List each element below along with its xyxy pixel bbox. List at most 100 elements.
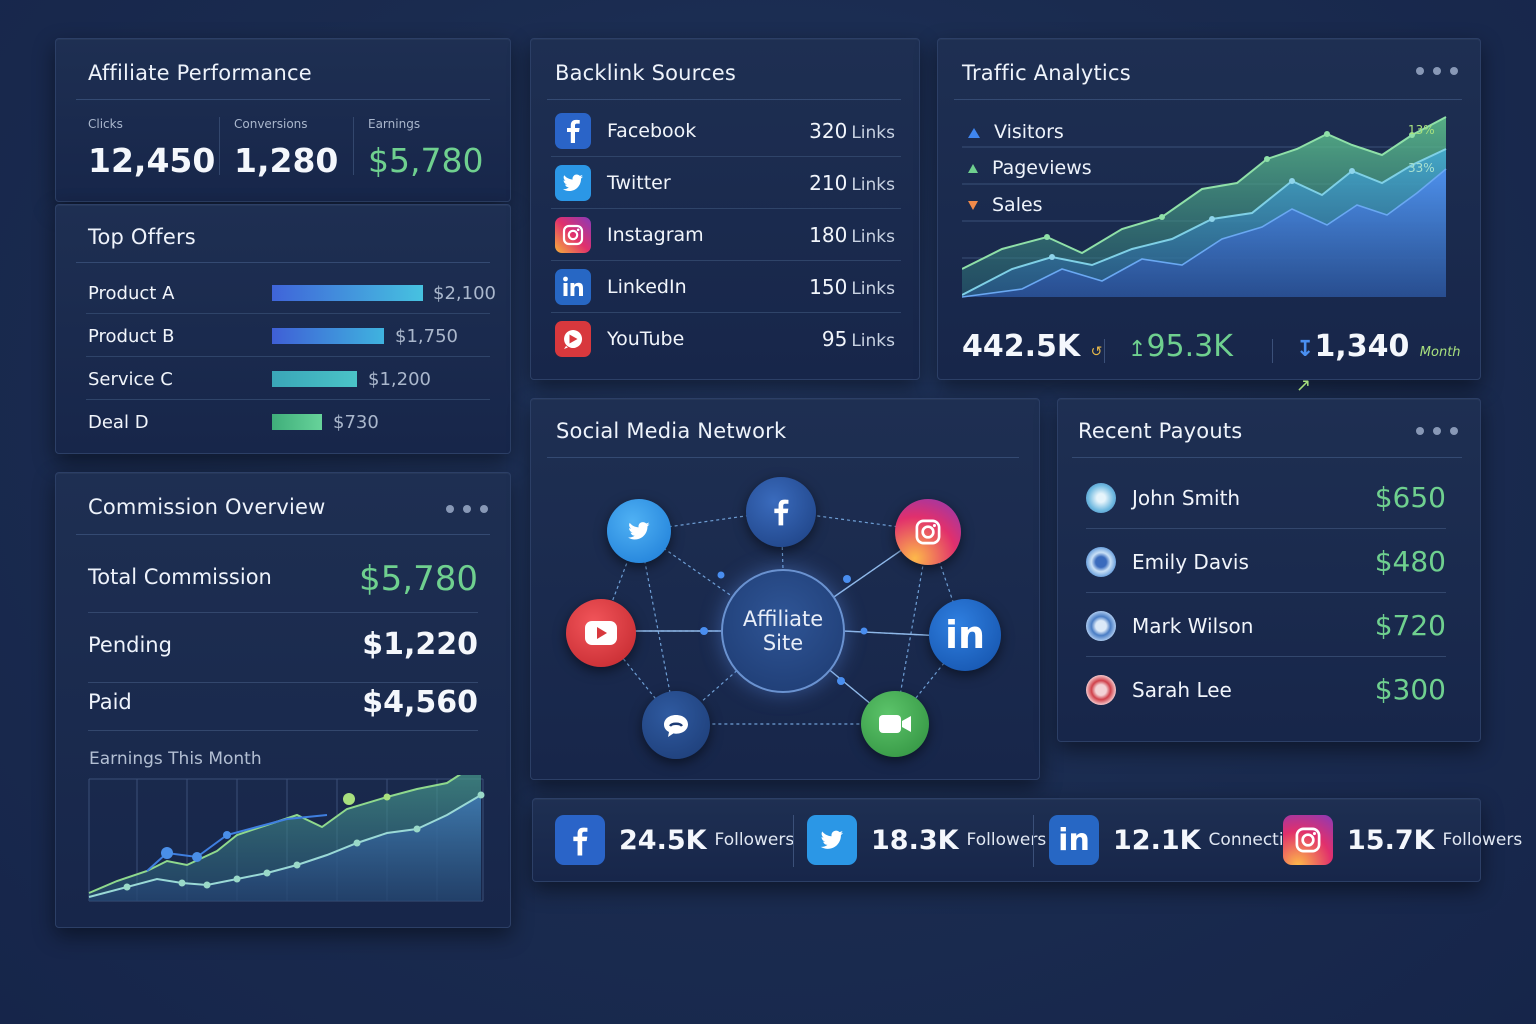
commission-overview-card: Commission Overview Total Commission $5,…	[55, 472, 511, 928]
traffic-chart	[962, 116, 1447, 298]
payout-row[interactable]: John Smith $650	[1086, 465, 1446, 529]
twitter-followers[interactable]: 18.3K Followers	[807, 815, 1046, 865]
offer-name: Product A	[88, 283, 175, 304]
divider	[353, 117, 354, 175]
total-commission-row: Total Commission $5,780	[88, 559, 478, 613]
legend-label: Pageviews	[992, 157, 1092, 179]
instagram-followers[interactable]: 15.7K Followers	[1283, 815, 1522, 865]
count-unit: Links	[851, 175, 895, 195]
metric-value: $5,780	[368, 141, 484, 180]
count-value: 150	[809, 275, 848, 299]
count-value: 95	[821, 327, 848, 351]
paid-label: Paid	[88, 690, 132, 714]
backlink-sources-card: Backlink Sources Facebook 320 Links Twitt…	[530, 38, 920, 380]
offer-row[interactable]: Product B $1,750	[86, 314, 490, 357]
backlink-count: 150 Links	[809, 275, 895, 299]
divider	[1104, 339, 1105, 363]
metric-label: Clicks	[88, 117, 123, 131]
youtube-icon[interactable]	[566, 599, 636, 667]
instagram-icon[interactable]	[895, 499, 961, 565]
swap-icon: ↺	[1090, 344, 1103, 360]
divider	[76, 99, 490, 100]
offer-row[interactable]: Deal D $730	[86, 400, 490, 443]
more-options-icon[interactable]	[1416, 427, 1458, 435]
total-commission-value: $5,780	[359, 559, 478, 599]
youtube-icon	[555, 321, 591, 357]
payout-amount: $720	[1374, 609, 1446, 642]
clicks-metric: Clicks 12,450	[88, 117, 215, 180]
video-camera-icon[interactable]	[861, 691, 929, 757]
twitter-icon[interactable]	[607, 499, 671, 563]
follower-label: Followers	[1442, 830, 1523, 850]
metric-label: Conversions	[234, 117, 308, 131]
more-options-icon[interactable]	[1416, 67, 1458, 75]
backlink-row-instagram[interactable]: Instagram 180 Links	[551, 209, 901, 261]
facebook-icon	[555, 815, 605, 865]
twitter-icon	[807, 815, 857, 865]
stat-value: 95.3K	[1146, 329, 1233, 364]
facebook-icon	[555, 113, 591, 149]
divider	[1072, 457, 1462, 458]
divider	[954, 99, 1462, 100]
linkedin-icon	[555, 269, 591, 305]
offer-bar	[272, 414, 322, 430]
count-value: 180	[809, 223, 848, 247]
backlink-row-linkedin[interactable]: LinkedIn 150 Links	[551, 261, 901, 313]
backlink-row-youtube[interactable]: YouTube 95 Links	[551, 313, 901, 365]
payee-name: John Smith	[1132, 486, 1241, 510]
social-followers-strip: 24.5K Followers 18.3K Followers in 12.1K…	[532, 798, 1522, 882]
divider	[76, 534, 490, 535]
backlink-name: Instagram	[607, 224, 704, 246]
earnings-chart-title: Earnings This Month	[89, 749, 262, 769]
backlink-row-twitter[interactable]: Twitter 210 Links	[551, 157, 901, 209]
instagram-icon	[555, 217, 591, 253]
backlink-name: LinkedIn	[607, 276, 687, 298]
facebook-followers[interactable]: 24.5K Followers	[555, 815, 794, 865]
more-options-icon[interactable]	[446, 505, 488, 513]
card-title: Social Media Network	[556, 419, 787, 443]
offer-bar	[272, 285, 423, 301]
earnings-chart	[88, 775, 485, 902]
card-title: Commission Overview	[88, 495, 326, 519]
divider	[793, 815, 794, 867]
arrow-down-icon: ↧	[1296, 337, 1315, 362]
linkedin-icon: in	[1049, 815, 1099, 865]
payee-name: Emily Davis	[1132, 550, 1249, 574]
backlink-row-facebook[interactable]: Facebook 320 Links	[551, 105, 901, 157]
offer-name: Product B	[88, 326, 175, 347]
follower-count: 18.3K	[871, 824, 959, 856]
chat-icon[interactable]	[642, 691, 710, 759]
traffic-analytics-card: Traffic Analytics	[937, 38, 1481, 396]
offer-row[interactable]: Service C $1,200	[86, 357, 490, 400]
payout-row[interactable]: Mark Wilson $720	[1086, 593, 1446, 657]
offer-row[interactable]: Product A $2,100	[86, 271, 496, 314]
offer-bar	[272, 371, 357, 387]
legend-visitors: Visitors	[968, 121, 1064, 143]
linkedin-icon[interactable]: in	[929, 599, 1001, 671]
payout-row[interactable]: Emily Davis $480	[1086, 529, 1446, 593]
payout-amount: $300	[1374, 673, 1446, 706]
affiliate-performance-card: Affiliate Performance Clicks 12,450 Conv…	[55, 38, 511, 202]
count-unit: Links	[851, 123, 895, 143]
follower-count: 15.7K	[1347, 824, 1435, 856]
affiliate-site-hub[interactable]: Affiliate Site	[721, 569, 845, 693]
legend-pageviews: Pageviews	[968, 157, 1092, 179]
divider	[1272, 339, 1273, 363]
triangle-down-icon	[968, 201, 978, 210]
payout-row[interactable]: Sarah Lee $300	[1086, 657, 1446, 721]
pending-value: $1,220	[362, 627, 478, 662]
connection-label: Connections	[1208, 830, 1299, 850]
legend-sales: Sales	[968, 194, 1043, 216]
triangle-up-icon	[968, 127, 980, 138]
backlink-name: YouTube	[607, 328, 685, 350]
follower-label: Followers	[714, 830, 795, 850]
divider	[1033, 815, 1034, 867]
trend-arrow-icon: ↗	[1296, 375, 1312, 396]
facebook-icon[interactable]	[746, 477, 816, 547]
offer-amount: $1,750	[395, 326, 458, 347]
recent-payouts-card: Recent Payouts John Smith $650 Emily Dav…	[1057, 398, 1481, 742]
side-label: 13%	[1408, 123, 1435, 137]
backlink-name: Twitter	[607, 172, 671, 194]
twitter-icon	[555, 165, 591, 201]
linkedin-connections[interactable]: in 12.1K Connections	[1049, 815, 1299, 865]
